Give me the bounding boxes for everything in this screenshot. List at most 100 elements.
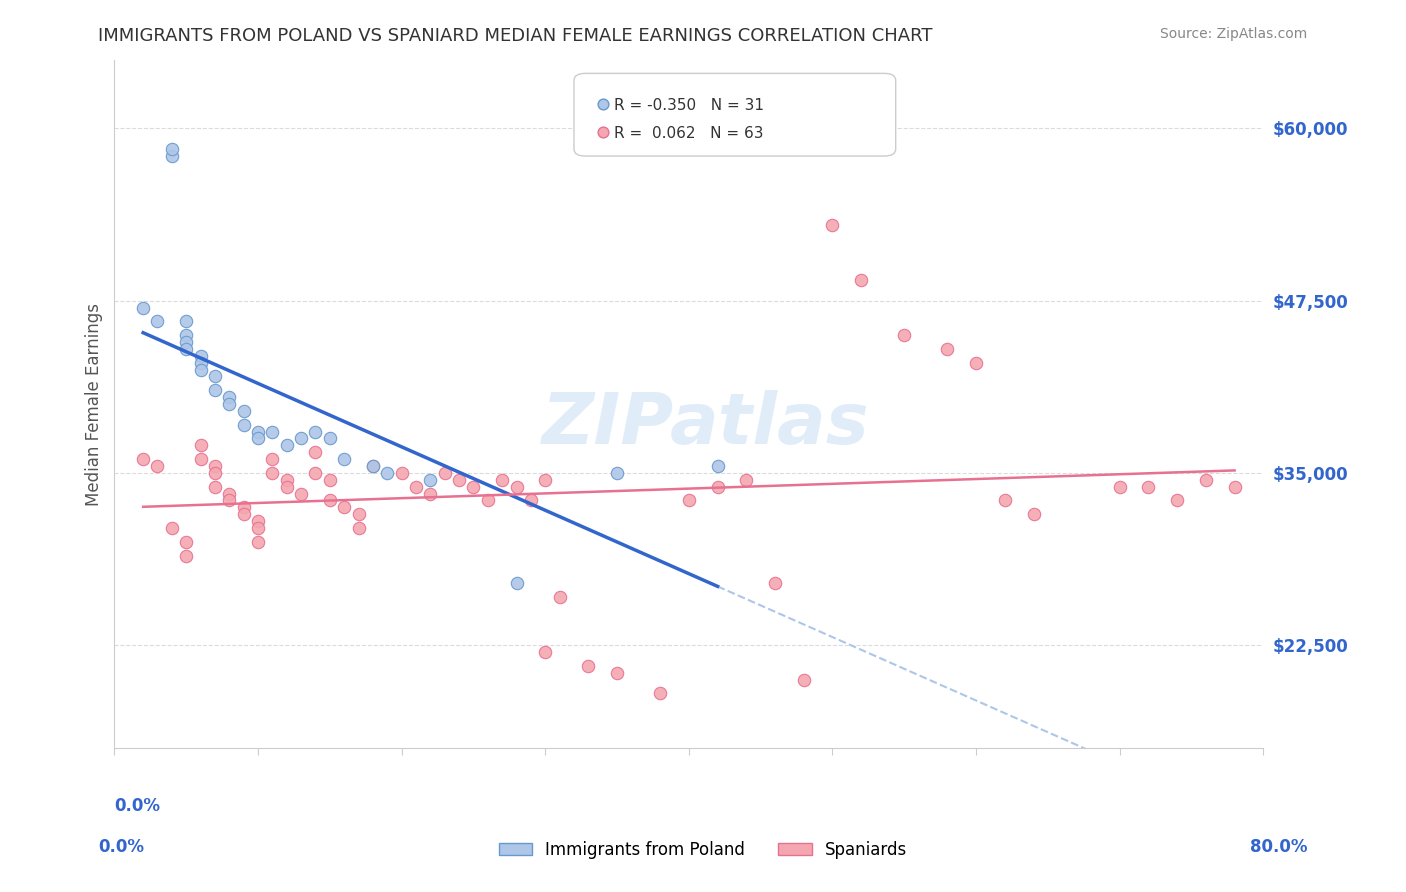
Point — [347, 521, 370, 535]
Point — [247, 534, 270, 549]
Point — [262, 425, 284, 439]
Point — [391, 466, 413, 480]
Point — [333, 500, 356, 515]
Point — [174, 342, 197, 356]
Text: R = -0.350   N = 31: R = -0.350 N = 31 — [614, 98, 765, 113]
Point — [160, 142, 183, 156]
Point — [290, 432, 312, 446]
Point — [132, 301, 155, 315]
Point — [247, 425, 270, 439]
Point — [706, 480, 728, 494]
Point — [433, 466, 456, 480]
Text: ZIP: ZIP — [543, 390, 675, 459]
Text: 80.0%: 80.0% — [1250, 838, 1308, 855]
Point — [650, 686, 672, 700]
Point — [247, 432, 270, 446]
Point — [204, 466, 226, 480]
Point — [276, 438, 298, 452]
Point — [319, 473, 342, 487]
Point — [419, 473, 441, 487]
Point — [375, 466, 398, 480]
Point — [347, 508, 370, 522]
Point — [463, 480, 485, 494]
Point — [276, 473, 298, 487]
Point — [262, 452, 284, 467]
Point — [146, 458, 169, 473]
Text: 0.0%: 0.0% — [98, 838, 145, 855]
Point — [319, 493, 342, 508]
Legend: Immigrants from Poland, Spaniards: Immigrants from Poland, Spaniards — [492, 835, 914, 866]
Point — [174, 334, 197, 349]
Point — [204, 458, 226, 473]
Point — [333, 452, 356, 467]
Point — [174, 314, 197, 328]
Text: IMMIGRANTS FROM POLAND VS SPANIARD MEDIAN FEMALE EARNINGS CORRELATION CHART: IMMIGRANTS FROM POLAND VS SPANIARD MEDIA… — [98, 27, 934, 45]
Point — [304, 466, 326, 480]
Point — [678, 493, 700, 508]
Point — [218, 493, 240, 508]
Point — [247, 514, 270, 528]
Point — [520, 493, 543, 508]
Point — [793, 673, 815, 687]
Point — [1166, 493, 1188, 508]
Point — [851, 273, 873, 287]
Point — [606, 466, 628, 480]
Point — [763, 576, 786, 591]
FancyBboxPatch shape — [574, 73, 896, 156]
Point — [262, 466, 284, 480]
Point — [706, 458, 728, 473]
Point — [276, 480, 298, 494]
Point — [132, 452, 155, 467]
Point — [204, 369, 226, 384]
Point — [1223, 480, 1246, 494]
Point — [160, 149, 183, 163]
Point — [218, 397, 240, 411]
Text: 0.0%: 0.0% — [114, 797, 160, 814]
Point — [190, 452, 212, 467]
Point — [174, 328, 197, 343]
Point — [936, 342, 959, 356]
Point — [190, 362, 212, 376]
Point — [1108, 480, 1130, 494]
Point — [361, 458, 384, 473]
Point — [893, 328, 915, 343]
Point — [534, 473, 557, 487]
Point — [606, 665, 628, 680]
Point — [204, 384, 226, 398]
Point — [232, 417, 254, 432]
Point — [576, 658, 599, 673]
Point — [232, 508, 254, 522]
Point — [160, 521, 183, 535]
Point — [1137, 480, 1160, 494]
Point — [548, 590, 571, 604]
Text: atlas: atlas — [669, 390, 869, 459]
Point — [1022, 508, 1045, 522]
Point — [174, 534, 197, 549]
Point — [449, 473, 471, 487]
Point — [247, 521, 270, 535]
Point — [319, 432, 342, 446]
Point — [174, 549, 197, 563]
Point — [419, 486, 441, 500]
Point — [190, 438, 212, 452]
Point — [405, 480, 427, 494]
Point — [505, 576, 527, 591]
Point — [232, 404, 254, 418]
Point — [218, 486, 240, 500]
Text: R =  0.062   N = 63: R = 0.062 N = 63 — [614, 126, 763, 141]
Point — [232, 500, 254, 515]
Text: Source: ZipAtlas.com: Source: ZipAtlas.com — [1160, 27, 1308, 41]
Point — [146, 314, 169, 328]
Point — [361, 458, 384, 473]
Point — [477, 493, 499, 508]
Point — [218, 390, 240, 404]
Point — [290, 486, 312, 500]
Point — [491, 473, 513, 487]
Point — [304, 425, 326, 439]
Point — [821, 218, 844, 232]
Point — [204, 480, 226, 494]
Point — [994, 493, 1017, 508]
Point — [965, 356, 987, 370]
Point — [735, 473, 758, 487]
Point — [304, 445, 326, 459]
